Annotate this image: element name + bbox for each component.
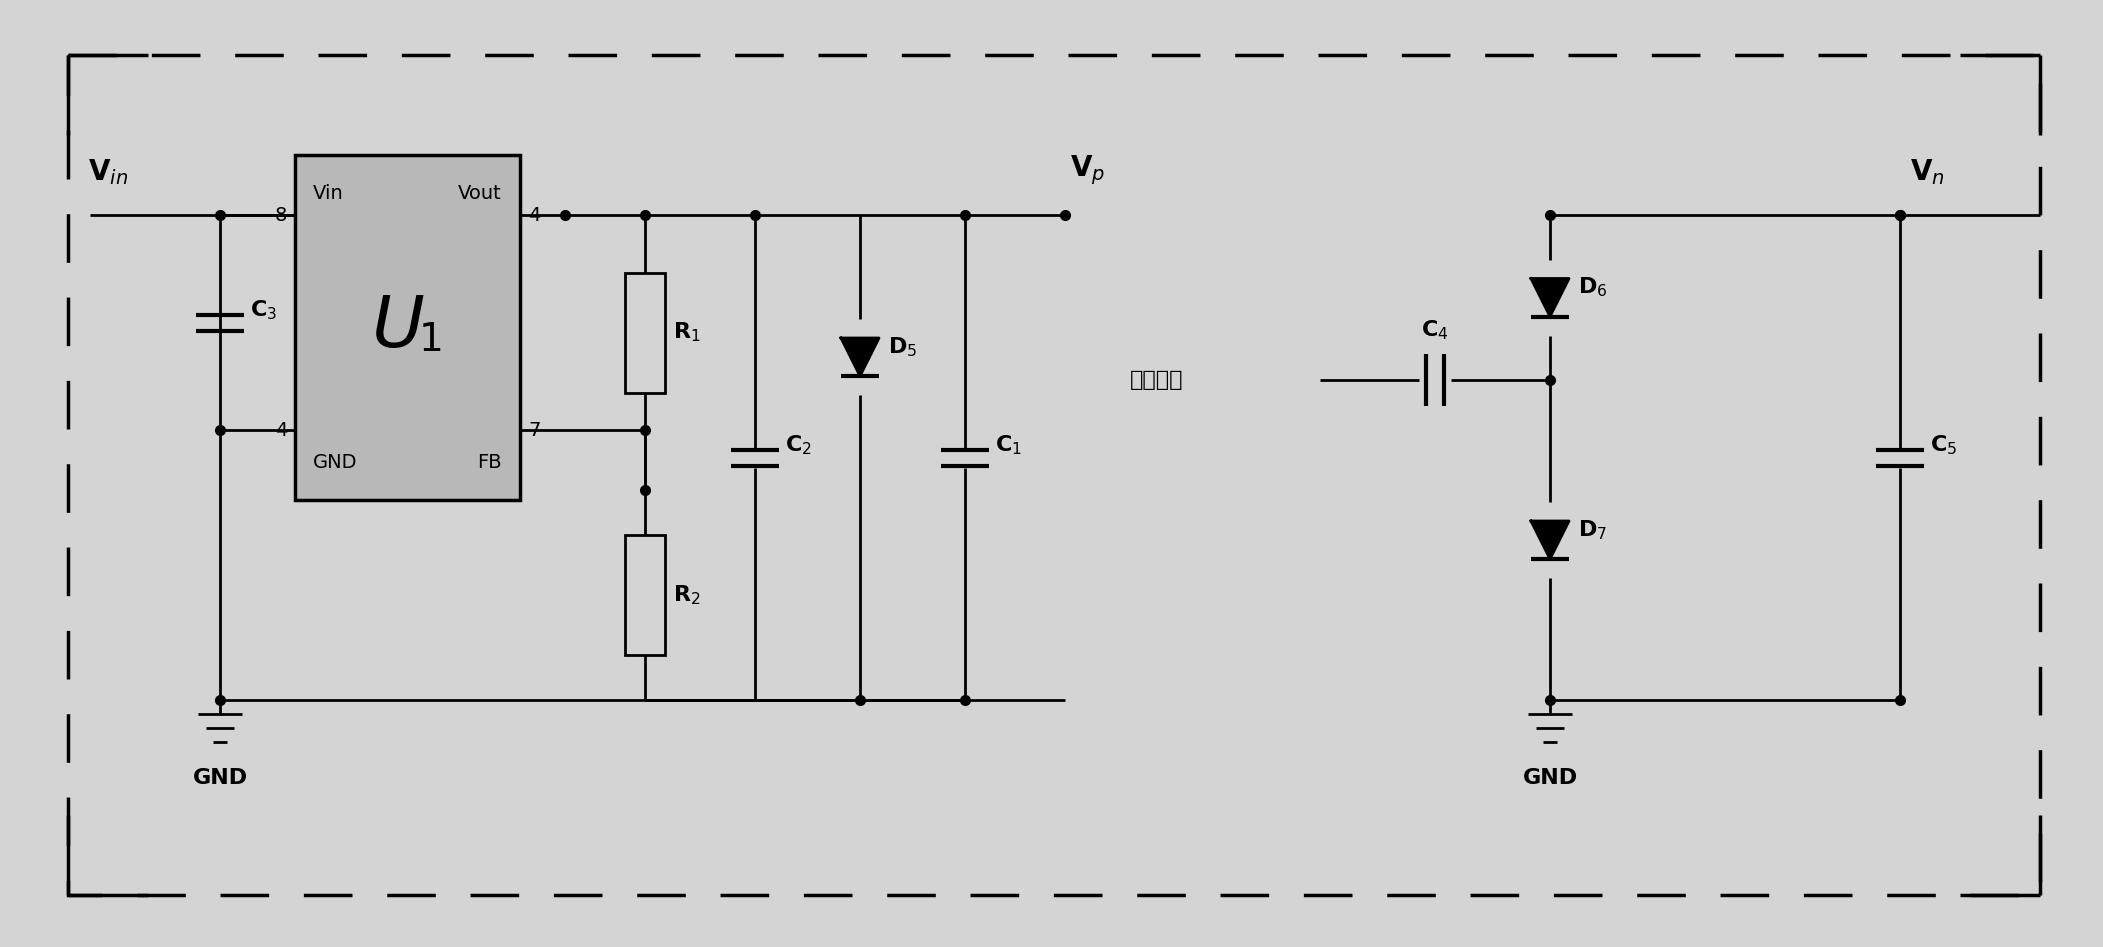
Text: Vin: Vin (313, 184, 343, 203)
Bar (67, 55, 2040, 895)
Text: GND: GND (1523, 768, 1577, 788)
Text: $1$: $1$ (418, 320, 442, 359)
Bar (625, 535, 665, 655)
Bar (625, 273, 665, 392)
Text: GND: GND (313, 453, 358, 472)
Text: $\mathit{U}$: $\mathit{U}$ (370, 293, 425, 362)
Text: V$_p$: V$_p$ (1070, 153, 1106, 187)
Text: 4: 4 (528, 205, 540, 224)
Text: 8: 8 (275, 205, 286, 224)
Text: 7: 7 (528, 420, 540, 439)
Text: GND: GND (193, 768, 248, 788)
Text: C$_2$: C$_2$ (784, 434, 812, 457)
Text: C$_4$: C$_4$ (1422, 318, 1449, 342)
Text: R$_2$: R$_2$ (673, 583, 700, 607)
Text: C$_5$: C$_5$ (1931, 434, 1958, 457)
Bar (294, 155, 519, 500)
Text: D$_6$: D$_6$ (1577, 276, 1607, 299)
Polygon shape (1531, 521, 1569, 559)
Text: 方波激励: 方波激励 (1129, 370, 1184, 390)
Text: C$_3$: C$_3$ (250, 298, 278, 322)
Text: 4: 4 (275, 420, 286, 439)
Text: D$_5$: D$_5$ (887, 335, 917, 359)
Text: Vout: Vout (458, 184, 503, 203)
Text: D$_7$: D$_7$ (1577, 518, 1607, 542)
Text: V$_{in}$: V$_{in}$ (88, 157, 128, 187)
Text: FB: FB (477, 453, 503, 472)
Text: R$_1$: R$_1$ (673, 321, 700, 345)
Text: V$_n$: V$_n$ (1910, 157, 1945, 187)
Polygon shape (841, 338, 879, 376)
Polygon shape (1531, 278, 1569, 316)
Text: C$_1$: C$_1$ (995, 434, 1022, 457)
